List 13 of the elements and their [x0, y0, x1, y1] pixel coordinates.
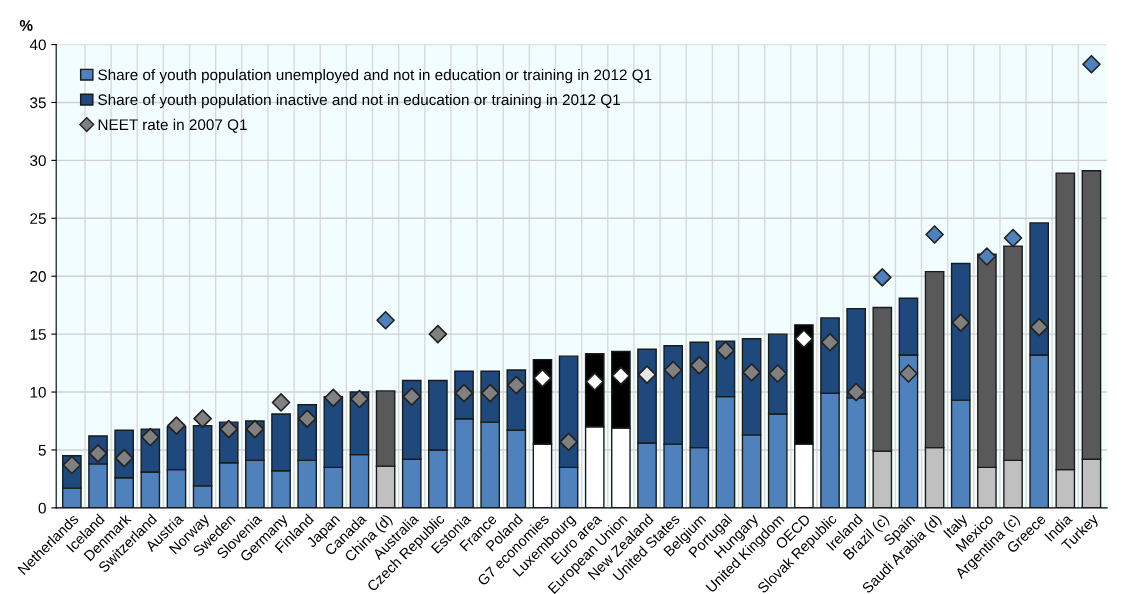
- y-tick-label: 30: [30, 155, 46, 167]
- y-tick-label: 25: [30, 213, 46, 224]
- y-tick-label: 10: [30, 386, 46, 398]
- y-axis-title: %: [19, 20, 33, 31]
- y-tick-label: 40: [29, 39, 46, 51]
- legend-label: Share of youth population inactive and not in education or training in 2012 Q1: [98, 93, 620, 109]
- legend-label: Share of youth population unemployed and not in education or training in 2012 Q1: [98, 68, 652, 84]
- y-tick-label: 20: [30, 271, 46, 282]
- y-tick-label: 35: [30, 97, 46, 109]
- y-tick-label: 5: [38, 444, 46, 456]
- y-tick-label: 0: [38, 502, 46, 514]
- y-tick-label: 15: [30, 329, 46, 340]
- legend-label: NEET rate in 2007 Q1: [98, 118, 247, 133]
